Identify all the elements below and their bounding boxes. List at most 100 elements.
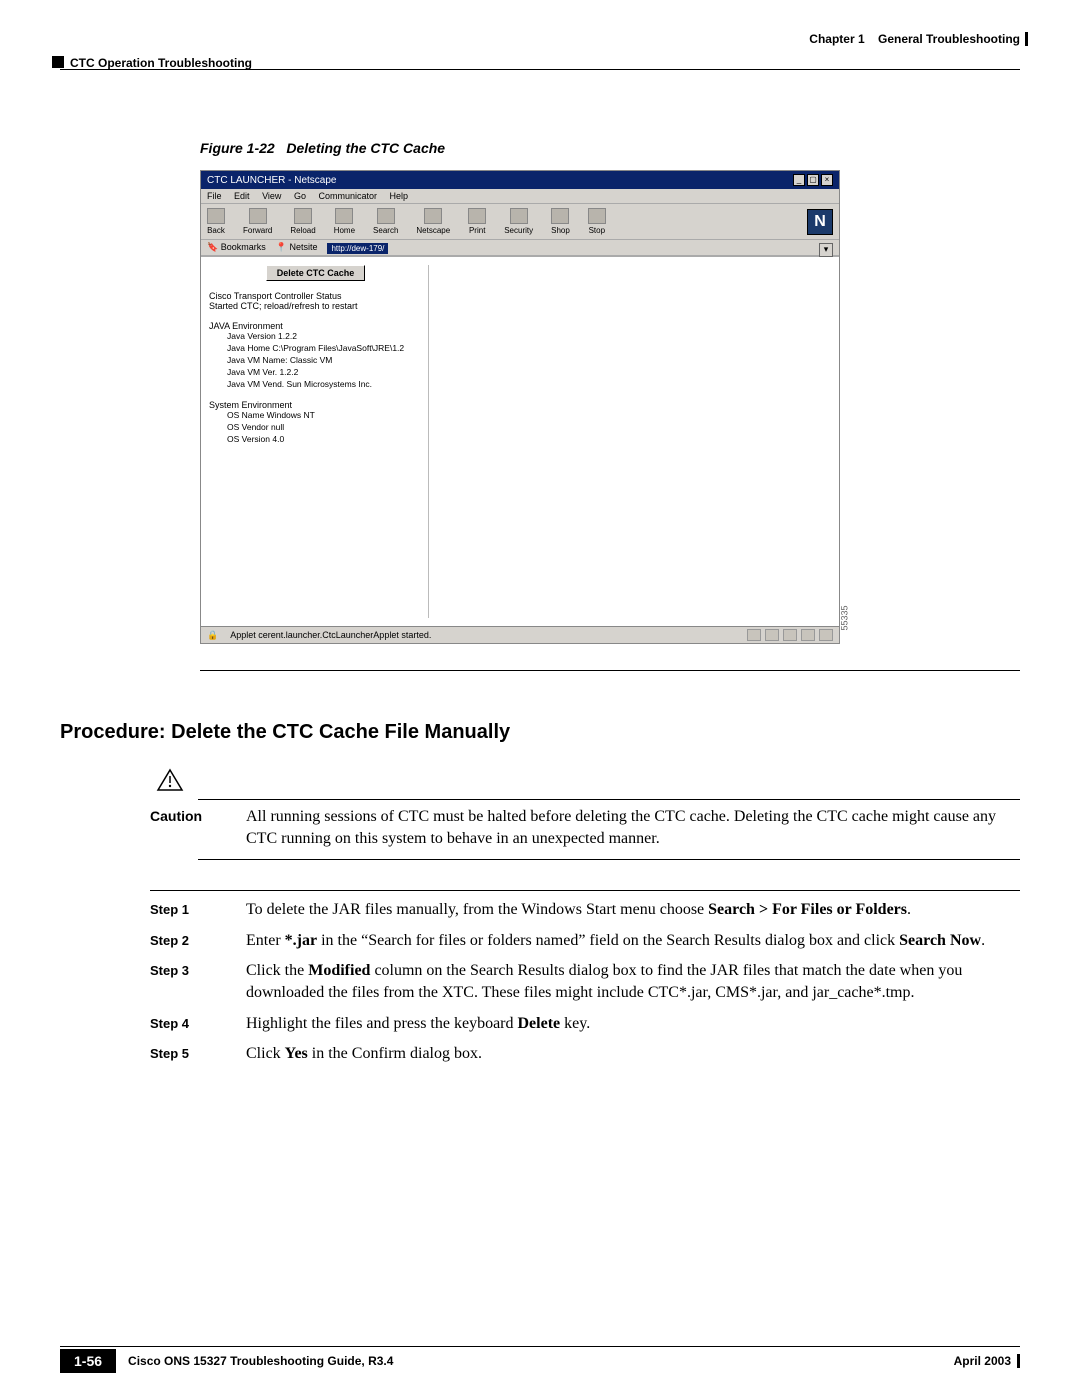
step-plain-text: in the Confirm dialog box. [308, 1045, 482, 1062]
toolbar-netscape[interactable]: Netscape [416, 208, 450, 235]
step-label: Step 5 [150, 1043, 246, 1065]
caution-text: All running sessions of CTC must be halt… [246, 806, 1020, 849]
page-header: Chapter 1 General Troubleshooting CTC Op… [60, 30, 1020, 70]
toolbar-search[interactable]: Search [373, 208, 398, 235]
step-bold-text: Modified [308, 962, 370, 979]
print-icon [468, 208, 486, 224]
figure-label: Figure 1-22 [200, 140, 275, 156]
step-row: Step 2Enter *.jar in the “Search for fil… [150, 930, 1020, 952]
minimize-icon[interactable]: _ [793, 174, 805, 186]
menu-help[interactable]: Help [390, 191, 409, 201]
page-footer: 1-56 Cisco ONS 15327 Troubleshooting Gui… [60, 1346, 1020, 1373]
chapter-title: General Troubleshooting [878, 32, 1020, 46]
content-blank [429, 265, 831, 618]
home-icon [335, 208, 353, 224]
java-env-label: JAVA Environment [209, 321, 422, 331]
toolbar-print[interactable]: Print [468, 208, 486, 235]
netsite-label-text: Netsite [289, 242, 317, 252]
statusbar-icon [747, 629, 761, 641]
procedure-heading: Procedure: Delete the CTC Cache File Man… [60, 721, 1020, 744]
sys-env-item: OS Vendor null [227, 422, 422, 434]
sys-env-item: OS Version 4.0 [227, 434, 422, 446]
java-env-item: Java Version 1.2.2 [227, 331, 422, 343]
toolbar-shop[interactable]: Shop [551, 208, 570, 235]
security-icon [510, 208, 528, 224]
step-plain-text: Click [246, 1045, 285, 1062]
divider [200, 670, 1020, 671]
step-label: Step 1 [150, 899, 246, 921]
step-plain-text: in the “Search for files or folders name… [317, 932, 899, 949]
bookmarks-label[interactable]: 🔖 Bookmarks [207, 242, 266, 253]
guide-title: Cisco ONS 15327 Troubleshooting Guide, R… [128, 1354, 393, 1368]
toolbar-home-label: Home [334, 226, 355, 235]
step-bold-text: *.jar [285, 932, 317, 949]
search-icon [377, 208, 395, 224]
back-icon [207, 208, 225, 224]
step-plain-text: key. [560, 1015, 590, 1032]
statusbar-icon [765, 629, 779, 641]
menu-view[interactable]: View [262, 191, 281, 201]
bookmarks-label-text: Bookmarks [221, 242, 266, 252]
divider [60, 1346, 1020, 1347]
step-text: Click the Modified column on the Search … [246, 960, 1020, 1005]
menu-file[interactable]: File [207, 191, 222, 201]
url-dropdown-icon[interactable]: ▾ [819, 243, 833, 257]
menu-edit[interactable]: Edit [234, 191, 250, 201]
step-row: Step 1To delete the JAR files manually, … [150, 899, 1020, 921]
toolbar-stop[interactable]: Stop [588, 208, 606, 235]
step-bold-text: Delete [518, 1015, 561, 1032]
step-label: Step 3 [150, 960, 246, 1005]
toolbar-forward[interactable]: Forward [243, 208, 272, 235]
delete-ctc-cache-button[interactable]: Delete CTC Cache [266, 265, 366, 281]
step-text: Highlight the files and press the keyboa… [246, 1013, 1020, 1035]
statusbar-icon [819, 629, 833, 641]
java-env-item: Java Home C:\Program Files\JavaSoft\JRE\… [227, 343, 422, 355]
step-bold-text: Search > For Files or Folders [708, 901, 907, 918]
maximize-icon[interactable]: ▢ [807, 174, 819, 186]
caution-icon [156, 768, 184, 792]
step-plain-text: Enter [246, 932, 285, 949]
step-text: To delete the JAR files manually, from t… [246, 899, 1020, 921]
sys-env-item: OS Name Windows NT [227, 410, 422, 422]
footer-date: April 2003 [954, 1354, 1011, 1368]
stop-icon [588, 208, 606, 224]
menu-communicator[interactable]: Communicator [318, 191, 377, 201]
reload-icon [294, 208, 312, 224]
toolbar-back[interactable]: Back [207, 208, 225, 235]
close-icon[interactable]: × [821, 174, 833, 186]
statusbar-icon [783, 629, 797, 641]
toolbar-security[interactable]: Security [504, 208, 533, 235]
status-line: Started CTC; reload/refresh to restart [209, 301, 422, 311]
step-plain-text: . [907, 901, 911, 918]
divider [198, 859, 1020, 860]
toolbar-search-label: Search [373, 226, 398, 235]
step-plain-text: . [981, 932, 985, 949]
screenshot-window: CTC LAUNCHER - Netscape _ ▢ × File Edit … [200, 170, 840, 644]
step-label: Step 4 [150, 1013, 246, 1035]
toolbar-print-label: Print [469, 226, 485, 235]
status-lock-icon: 🔒 [207, 630, 218, 641]
sys-env-list: OS Name Windows NTOS Vendor nullOS Versi… [209, 410, 422, 446]
statusbar-text: Applet cerent.launcher.CtcLauncherApplet… [230, 630, 431, 640]
caution-label: Caution [150, 806, 246, 849]
header-bar-icon [1025, 32, 1028, 46]
window-titlebar: CTC LAUNCHER - Netscape _ ▢ × [201, 171, 839, 189]
java-env-item: Java VM Name: Classic VM [227, 355, 422, 367]
step-row: Step 5Click Yes in the Confirm dialog bo… [150, 1043, 1020, 1065]
step-bold-text: Yes [285, 1045, 308, 1062]
toolbar-home[interactable]: Home [334, 208, 355, 235]
toolbar-reload-label: Reload [290, 226, 315, 235]
java-env-item: Java VM Vend. Sun Microsystems Inc. [227, 379, 422, 391]
step-label: Step 2 [150, 930, 246, 952]
menu-go[interactable]: Go [294, 191, 306, 201]
step-text: Enter *.jar in the “Search for files or … [246, 930, 1020, 952]
url-field[interactable]: http://dew-179/ [327, 243, 388, 254]
statusbar-icon [801, 629, 815, 641]
browser-content: Delete CTC Cache Cisco Transport Control… [201, 256, 839, 626]
step-row: Step 3Click the Modified column on the S… [150, 960, 1020, 1005]
netscape-logo-icon: N [807, 209, 833, 235]
toolbar-reload[interactable]: Reload [290, 208, 315, 235]
sys-env-label: System Environment [209, 400, 422, 410]
toolbar-shop-label: Shop [551, 226, 570, 235]
java-env-list: Java Version 1.2.2Java Home C:\Program F… [209, 331, 422, 390]
